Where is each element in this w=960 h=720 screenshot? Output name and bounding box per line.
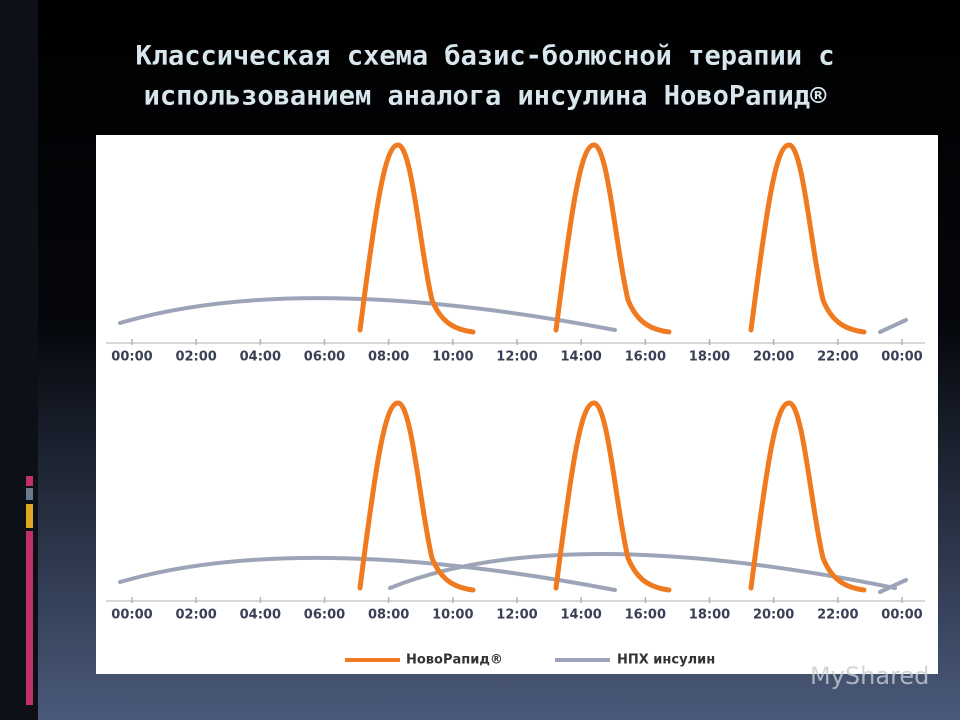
- x-tick-label: 18:00: [689, 350, 730, 365]
- x-tick-label: 02:00: [175, 608, 216, 623]
- x-tick-label: 12:00: [496, 608, 537, 623]
- basal-curve: [118, 296, 617, 332]
- x-tick-label: 00:00: [111, 608, 152, 623]
- basal-curve: [878, 578, 908, 594]
- accent: [26, 531, 33, 705]
- x-tick-label: 14:00: [560, 350, 601, 365]
- bolus-curve: [553, 400, 672, 593]
- x-tick-label: 20:00: [753, 350, 794, 365]
- x-tick-label: 16:00: [625, 350, 666, 365]
- title-line: Классическая схема базис-болюсной терапи…: [136, 41, 835, 72]
- accent: [26, 504, 33, 528]
- x-tick-label: 00:00: [111, 350, 152, 365]
- bolus-curve: [748, 142, 867, 335]
- x-tick-label: 04:00: [240, 350, 281, 365]
- x-tick-label: 08:00: [368, 350, 409, 365]
- x-tick-label: 02:00: [175, 350, 216, 365]
- x-tick-label: 00:00: [881, 608, 922, 623]
- x-tick-label: 08:00: [368, 608, 409, 623]
- bolus-curve: [357, 142, 476, 335]
- x-tick-label: 22:00: [817, 608, 858, 623]
- legend-label: НПХ инсулин: [617, 653, 715, 668]
- bolus-curve: [553, 142, 672, 335]
- bolus-curve: [748, 400, 867, 593]
- title-line: использованием аналога инсулина НовоРапи…: [144, 81, 827, 112]
- x-tick-label: 06:00: [304, 350, 345, 365]
- legend-label: НовоРапид®: [406, 653, 503, 668]
- basal-curve: [118, 555, 617, 592]
- x-tick-label: 00:00: [881, 350, 922, 365]
- x-tick-label: 04:00: [240, 608, 281, 623]
- x-tick-label: 22:00: [817, 350, 858, 365]
- bolus-curve: [357, 400, 476, 593]
- x-tick-label: 14:00: [560, 608, 601, 623]
- x-tick-label: 06:00: [304, 608, 345, 623]
- x-tick-label: 20:00: [753, 608, 794, 623]
- accent: [26, 476, 33, 486]
- figure-panel: [96, 135, 938, 674]
- basal-curve: [878, 318, 908, 334]
- x-tick-label: 10:00: [432, 608, 473, 623]
- watermark: MyShared: [810, 662, 929, 690]
- x-tick-label: 10:00: [432, 350, 473, 365]
- x-tick-label: 12:00: [496, 350, 537, 365]
- x-tick-label: 16:00: [625, 608, 666, 623]
- accent: [26, 488, 33, 500]
- x-tick-label: 18:00: [689, 608, 730, 623]
